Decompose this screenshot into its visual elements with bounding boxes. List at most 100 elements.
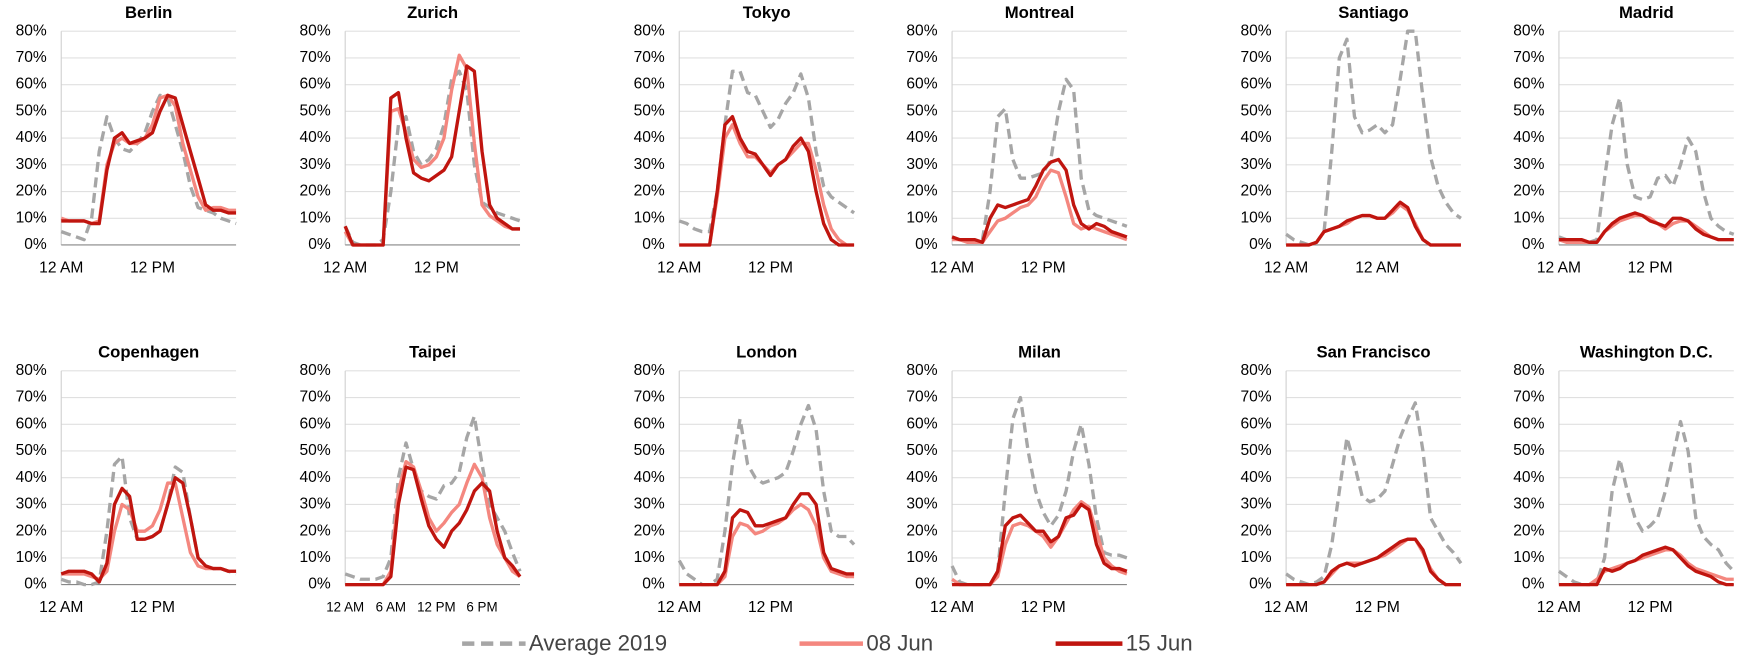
y-tick-label: 70%: [300, 389, 331, 406]
x-tick-label: 12 PM: [417, 600, 456, 615]
y-tick-label: 60%: [300, 76, 331, 93]
series-line: [679, 123, 855, 247]
y-tick-label: 0%: [24, 576, 47, 593]
y-tick-label: 60%: [300, 415, 331, 432]
y-tick-label: 80%: [16, 22, 47, 39]
y-tick-label: 70%: [634, 49, 665, 66]
chart-title: London: [736, 342, 797, 361]
y-tick-label: 70%: [1513, 49, 1544, 66]
y-tick-label: 70%: [16, 389, 47, 406]
y-tick-label: 0%: [642, 576, 665, 593]
y-tick-label: 40%: [1513, 469, 1544, 486]
y-tick-label: 0%: [1249, 576, 1272, 593]
series-line: [951, 157, 1128, 244]
y-tick-label: 50%: [634, 442, 665, 459]
y-tick-label: 30%: [300, 496, 331, 513]
y-tick-label: 20%: [1513, 183, 1544, 200]
y-tick-label: 40%: [906, 129, 937, 146]
y-tick-label: 0%: [1249, 236, 1272, 253]
x-tick-label: 12 AM: [1355, 259, 1399, 276]
series-line: [1557, 419, 1735, 587]
y-tick-label: 40%: [634, 469, 665, 486]
y-tick-label: 10%: [300, 549, 331, 566]
x-tick-label: 12 PM: [414, 259, 459, 276]
chart-title: San Francisco: [1316, 342, 1430, 361]
y-tick-label: 10%: [634, 209, 665, 226]
x-tick-label: 12 PM: [130, 599, 175, 616]
x-tick-label: 12 AM: [326, 600, 364, 615]
x-tick-label: 12 AM: [39, 259, 83, 276]
chart-title: Taipei: [409, 342, 456, 361]
y-tick-label: 60%: [906, 76, 937, 93]
series-line: [951, 500, 1128, 587]
y-tick-label: 60%: [906, 415, 937, 432]
series-line: [1286, 200, 1461, 247]
y-tick-label: 70%: [1513, 389, 1544, 406]
y-tick-label: 80%: [16, 362, 47, 379]
series-line: [952, 502, 1128, 587]
y-tick-label: 0%: [308, 236, 331, 253]
y-tick-label: 10%: [1513, 209, 1544, 226]
x-tick-label: 12 AM: [657, 259, 701, 276]
y-tick-label: 50%: [300, 442, 331, 459]
y-tick-label: 10%: [906, 549, 937, 566]
y-tick-label: 20%: [300, 522, 331, 539]
y-tick-label: 80%: [300, 22, 331, 39]
series-line: [343, 64, 521, 247]
y-tick-label: 60%: [1513, 415, 1544, 432]
y-tick-label: 10%: [1240, 209, 1271, 226]
y-tick-label: 80%: [1513, 362, 1544, 379]
y-tick-label: 10%: [1240, 549, 1271, 566]
x-tick-label: 12 AM: [323, 259, 367, 276]
y-tick-label: 50%: [16, 102, 47, 119]
y-tick-label: 50%: [1513, 442, 1544, 459]
y-tick-label: 30%: [1513, 156, 1544, 173]
y-tick-label: 60%: [1240, 415, 1271, 432]
y-tick-label: 30%: [1240, 496, 1271, 513]
series-line: [345, 460, 521, 587]
y-tick-label: 0%: [915, 236, 938, 253]
y-tick-label: 30%: [634, 496, 665, 513]
y-tick-label: 40%: [906, 469, 937, 486]
y-tick-label: 50%: [906, 102, 937, 119]
y-tick-label: 10%: [1513, 549, 1544, 566]
y-tick-label: 50%: [1240, 102, 1271, 119]
y-tick-label: 20%: [300, 183, 331, 200]
series-line: [61, 481, 237, 581]
x-tick-label: 12 PM: [748, 259, 793, 276]
series-line: [1285, 401, 1463, 587]
chart-title: Copenhagen: [98, 342, 199, 361]
y-tick-label: 50%: [906, 442, 937, 459]
y-tick-label: 20%: [16, 183, 47, 200]
x-tick-label: 12 PM: [130, 259, 175, 276]
series-line: [678, 69, 856, 234]
y-tick-label: 40%: [16, 129, 47, 146]
series-line: [1558, 545, 1734, 587]
y-tick-label: 70%: [1240, 389, 1271, 406]
y-tick-label: 30%: [634, 156, 665, 173]
y-tick-label: 80%: [906, 22, 937, 39]
y-tick-label: 50%: [16, 442, 47, 459]
y-tick-label: 40%: [1240, 469, 1271, 486]
x-tick-label: 12 PM: [748, 599, 793, 616]
x-tick-label: 12 AM: [657, 599, 701, 616]
x-tick-label: 12 PM: [1628, 599, 1673, 616]
x-tick-label: 12 PM: [1628, 259, 1673, 276]
y-tick-label: 0%: [308, 576, 331, 593]
y-tick-label: 80%: [634, 22, 665, 39]
y-tick-label: 50%: [300, 102, 331, 119]
y-tick-label: 50%: [1513, 102, 1544, 119]
x-tick-label: 12 PM: [1021, 259, 1066, 276]
y-tick-label: 60%: [1513, 76, 1544, 93]
y-tick-label: 20%: [1240, 522, 1271, 539]
y-tick-label: 80%: [1240, 362, 1271, 379]
chart-title: Madrid: [1619, 3, 1674, 22]
y-tick-label: 10%: [300, 209, 331, 226]
x-tick-label: 6 PM: [466, 600, 497, 615]
series-line: [60, 93, 237, 226]
y-tick-label: 80%: [1513, 22, 1544, 39]
y-tick-label: 30%: [1513, 496, 1544, 513]
y-tick-label: 40%: [1240, 129, 1271, 146]
